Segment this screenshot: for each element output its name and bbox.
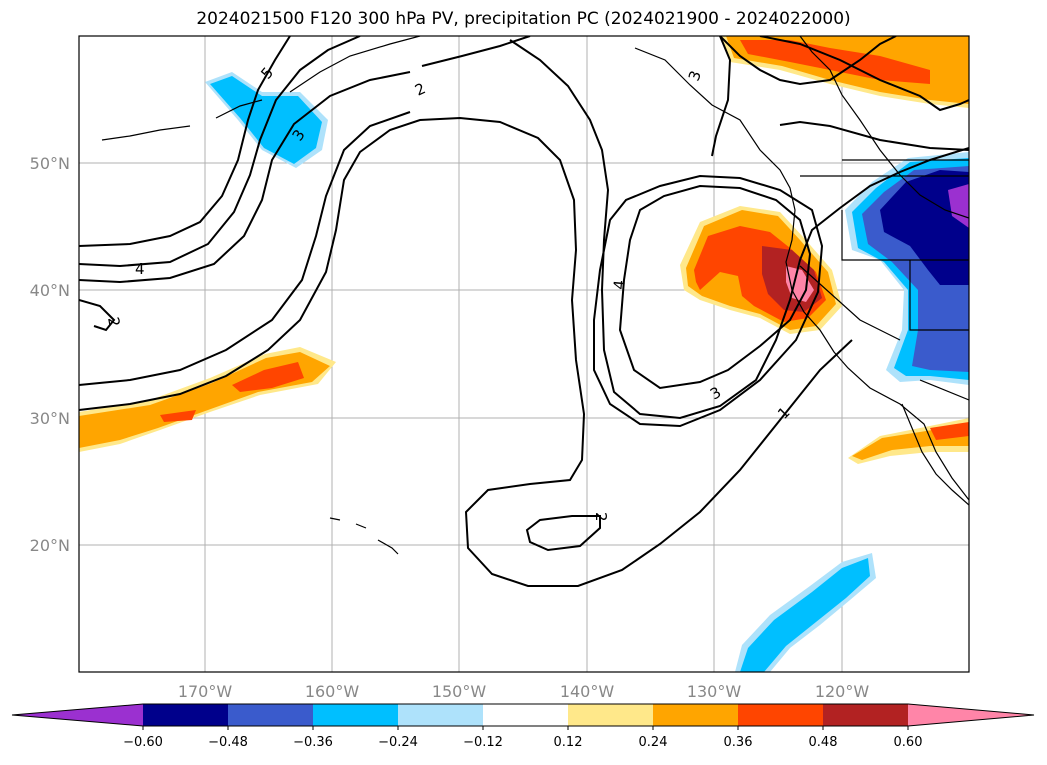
lat-tick-label: 20°N (30, 536, 70, 555)
precip-baja-band (848, 418, 969, 464)
colorbar-swatch (228, 704, 313, 726)
colorbar-swatch (398, 704, 483, 726)
contour-label: 4 (135, 260, 145, 278)
lon-tick-label: 160°W (305, 682, 360, 701)
precip-tropical-streak (735, 553, 876, 672)
colorbar-tick-label: 0.60 (894, 735, 923, 750)
lat-tick-label: 50°N (30, 154, 70, 173)
lon-tick-label: 120°W (815, 682, 870, 701)
colorbar-tick-label: −0.24 (378, 735, 418, 750)
colorbar-swatch (738, 704, 823, 726)
precip-subtropical-band (79, 347, 336, 452)
colorbar-tick-label: 0.36 (724, 735, 753, 750)
contour-label: 4 (610, 279, 629, 290)
colorbar-tick-label: 0.48 (809, 735, 838, 750)
pv-contours (79, 36, 969, 587)
colorbar: −0.60 −0.48 −0.36 −0.24 −0.12 0.12 0.24 0.36 0.4… (11, 703, 1035, 750)
map-frame (78, 35, 970, 673)
map-plot-area (79, 36, 969, 672)
lon-tick-label: 130°W (687, 682, 742, 701)
lon-tick-label: 140°W (560, 682, 615, 701)
colorbar-swatch (313, 704, 398, 726)
lat-tick-label: 30°N (30, 409, 70, 428)
latitude-labels: 50°N 40°N 30°N 20°N (30, 154, 70, 555)
contour-label: 2 (104, 316, 123, 329)
colorbar-tick-label: −0.12 (463, 735, 503, 750)
colorbar-extend-low (12, 704, 143, 726)
lon-tick-label: 170°W (178, 682, 233, 701)
colorbar-tick-label: 0.12 (554, 735, 583, 750)
precip-interior-negative (845, 152, 969, 385)
lat-tick-label: 40°N (30, 281, 70, 300)
colorbar-tick-label: −0.48 (208, 735, 248, 750)
precip-california-positive (680, 206, 842, 334)
precip-gulf-alaska-negative (205, 72, 328, 168)
lon-tick-label: 150°W (432, 682, 487, 701)
colorbar-tick-label: −0.36 (293, 735, 333, 750)
map-title: 2024021500 F120 300 hPa PV, precipitatio… (196, 9, 851, 29)
colorbar-swatch (143, 704, 228, 726)
colorbar-swatch (568, 704, 653, 726)
colorbar-tick-label: −0.60 (123, 735, 163, 750)
colorbar-swatch (653, 704, 738, 726)
colorbar-swatch (483, 704, 568, 726)
colorbar-tick-label: 0.24 (639, 735, 668, 750)
coastlines (101, 36, 969, 555)
longitude-labels: 170°W 160°W 150°W 140°W 130°W 120°W (178, 682, 870, 701)
colorbar-swatch (823, 704, 908, 726)
contour-label: 2 (592, 512, 610, 522)
colorbar-extend-high (908, 704, 1034, 726)
